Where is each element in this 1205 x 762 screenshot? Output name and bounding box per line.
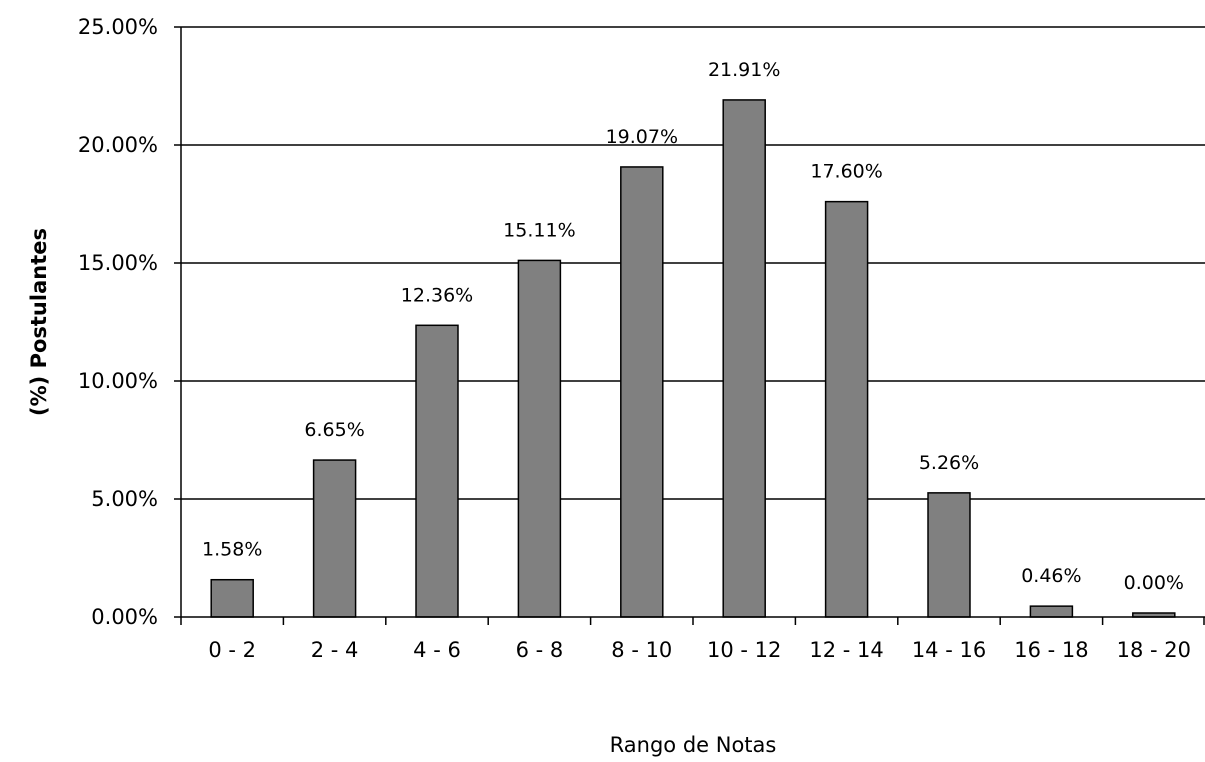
data-label: 0.46% (1021, 565, 1081, 587)
y-tick-label: 25.00% (78, 15, 158, 39)
y-axis-title: (%) Postulantes (27, 228, 51, 416)
bar (312, 459, 357, 618)
x-tick-label: 12 - 14 (809, 638, 883, 662)
bar (1029, 605, 1074, 618)
x-tick-label: 16 - 18 (1014, 638, 1088, 662)
data-label: 6.65% (304, 419, 364, 441)
data-label: 0.00% (1124, 572, 1184, 594)
data-label: 5.26% (919, 452, 979, 474)
y-tick-label: 5.00% (91, 487, 158, 511)
data-label: 19.07% (606, 126, 678, 148)
x-tick-label: 10 - 12 (707, 638, 781, 662)
bars (210, 99, 1176, 618)
x-tick-label: 0 - 2 (208, 638, 256, 662)
y-tick-label: 10.00% (78, 369, 158, 393)
x-tick-label: 6 - 8 (516, 638, 564, 662)
bar (210, 578, 254, 618)
x-tick-label: 2 - 4 (311, 638, 359, 662)
bar (824, 200, 869, 618)
x-tick-labels: 0 - 2 2 - 4 4 - 6 6 - 8 8 - 10 10 - 12 12 - 14… (180, 617, 1205, 662)
bar (620, 166, 664, 618)
data-label: 17.60% (810, 161, 882, 183)
bar (722, 99, 766, 618)
bar (415, 324, 459, 618)
y-tick-labels: 0.00% 5.00% 10.00% 15.00% 20.00% 25.00% (78, 15, 181, 629)
bar (517, 259, 562, 618)
data-label: 15.11% (503, 219, 575, 241)
data-label: 1.58% (202, 539, 262, 561)
data-labels: 1.58% 6.65% 12.36% 15.11% 19.07% 21.91% 17.60%… (202, 59, 1184, 594)
y-tick-label: 20.00% (78, 133, 158, 157)
y-tick-label: 15.00% (78, 251, 158, 275)
data-label: 21.91% (708, 59, 780, 81)
data-label: 12.36% (401, 284, 473, 306)
bar (927, 492, 971, 618)
gridlines (181, 26, 1205, 500)
x-tick-label: 4 - 6 (413, 638, 461, 662)
x-tick-label: 18 - 20 (1117, 638, 1191, 662)
x-axis-title: Rango de Notas (610, 733, 777, 757)
y-tick-label: 0.00% (91, 605, 158, 629)
x-tick-label: 14 - 16 (912, 638, 986, 662)
x-tick-label: 8 - 10 (611, 638, 672, 662)
